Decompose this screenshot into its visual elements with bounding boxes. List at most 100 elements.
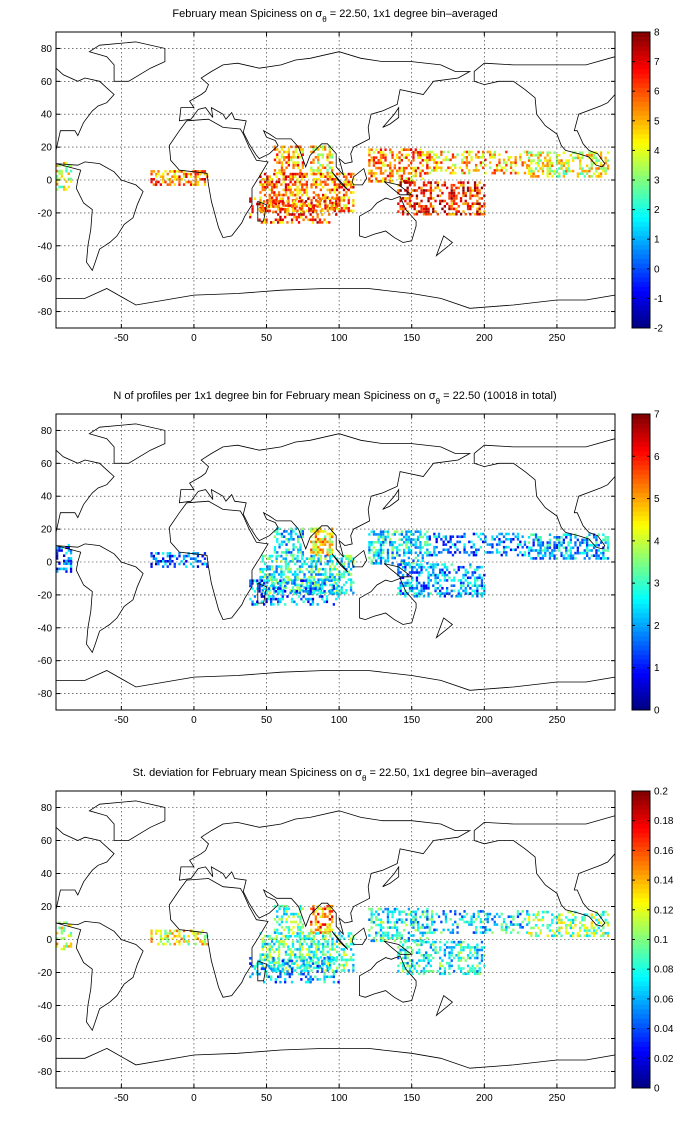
x-tick-label: -50 [114,333,129,344]
y-tick-label: -40 [38,623,53,634]
panel-title: N of profiles per 1x1 degree bin for Feb… [113,390,556,406]
region-arabian-sea [273,527,304,557]
colorbar-tick-label: 6 [654,87,660,98]
x-tick-label: 100 [331,715,348,726]
x-tick-label: 150 [403,715,420,726]
region-arabian-sea [273,145,304,175]
y-tick-label: 0 [46,176,52,187]
y-tick-label: -80 [38,689,53,700]
colorbar-tick-label: 0 [654,264,660,275]
colorbar: 0 1 2 3 4 5 6 7 [631,410,660,717]
region-gulf-of-guinea [150,929,209,946]
region-bay-of-bengal [310,145,334,175]
region-gulf-of-guinea [150,552,209,568]
region-eastern-pacific [527,533,610,560]
region-south-indian-ocean [249,197,340,224]
region-equatorial-indian-ocean [259,932,355,972]
colorbar: -2 -1 0 1 2 3 4 5 6 7 8 [631,28,663,335]
plot-frame [55,413,616,711]
region-bay-of-bengal [310,527,334,557]
region-south-west-pacific [397,940,486,976]
region-far-eastern-pacific [56,921,73,951]
x-tick-label: 100 [331,333,348,344]
region-central-pacific [426,150,529,175]
x-tick-label: 200 [476,715,493,726]
x-tick-label: 150 [403,1093,420,1104]
data-cells [56,904,610,984]
colorbar-tick-label: 0 [654,1084,660,1095]
x-tick-label: 250 [549,333,566,344]
region-south-indian-ocean [249,579,340,606]
plot-frame [55,31,616,329]
y-tick-label: -20 [38,968,53,979]
coastlines [55,41,616,329]
region-south-west-pacific [397,563,486,598]
y-tick-label: 80 [41,803,53,814]
colorbar-tick-label: 0.12 [654,905,674,916]
region-eastern-pacific [527,151,610,178]
region-far-eastern-pacific [56,161,73,191]
y-tick-label: -60 [38,1034,53,1045]
colorbar-tick-label: 0.16 [654,846,674,857]
y-tick-label: -20 [38,590,53,601]
colorbar-tick-label: 0.2 [654,787,668,798]
colorbar-tick-label: 6 [654,452,660,463]
y-tick-label: -80 [38,307,53,318]
colorbar-tick-label: 5 [654,116,660,127]
colorbar: 0 0.02 0.04 0.06 0.08 0.1 0.12 0.14 0.16 0.18 0.2 [631,787,674,1095]
region-central-pacific [426,532,529,557]
colorbar-tick-label: 7 [654,57,660,68]
y-tick-label: 60 [41,77,53,88]
grid-lines [56,32,615,328]
region-western-pacific-warm-pool [368,148,429,183]
region-eastern-pacific [527,910,610,938]
y-tick-label: -60 [38,656,53,667]
x-tick-label: 150 [403,333,420,344]
colorbar-tick-label: 0 [654,706,660,717]
x-tick-label: 50 [261,715,273,726]
region-arabian-sea [273,904,304,934]
y-tick-label: 60 [41,836,53,847]
grid-lines [56,414,615,710]
y-tick-label: 80 [41,44,53,55]
data-cells [56,527,610,606]
colorbar-tick-label: 0.18 [654,816,674,827]
region-far-eastern-pacific [56,543,73,573]
x-tick-label: 200 [476,1093,493,1104]
colorbar-tick-label: 2 [654,621,660,632]
region-central-pacific [426,910,529,934]
colorbar-tick-label: 0.02 [654,1054,674,1065]
region-south-indian-ocean [249,957,340,984]
x-tick-label: 50 [261,333,273,344]
x-tick-label: 200 [476,333,493,344]
y-tick-label: 40 [41,110,53,121]
colorbar-tick-label: 1 [654,235,660,246]
region-western-pacific-warm-pool [368,530,429,565]
map-panel-1: February mean Spiciness on σθ = 22.50, 1… [38,8,664,344]
x-tick-label: 0 [191,333,197,344]
x-tick-label: 50 [261,1093,273,1104]
y-tick-label: 60 [41,459,53,470]
data-cells [56,145,610,224]
y-tick-label: -80 [38,1067,53,1078]
y-tick-label: -20 [38,208,53,219]
colorbar-tick-label: 0.06 [654,994,674,1005]
y-tick-label: 80 [41,426,53,437]
colorbar-tick-label: 4 [654,146,660,157]
x-tick-label: 0 [191,1093,197,1104]
colorbar-tick-label: 0.08 [654,965,674,976]
y-tick-label: -40 [38,241,53,252]
y-tick-label: 20 [41,525,53,536]
region-western-pacific-warm-pool [368,907,429,943]
colorbar-tick-label: 0.04 [654,1024,674,1035]
colorbar-tick-label: 5 [654,494,660,505]
x-tick-label: -50 [114,1093,129,1104]
colorbar-tick-label: 0.14 [654,876,674,887]
y-tick-label: 0 [46,558,52,569]
colorbar-tick-label: 4 [654,536,660,547]
y-tick-label: 20 [41,143,53,154]
colorbar-tick-label: 0.1 [654,935,668,946]
colorbar-tick-label: 8 [654,28,660,39]
region-south-west-pacific [397,181,486,216]
